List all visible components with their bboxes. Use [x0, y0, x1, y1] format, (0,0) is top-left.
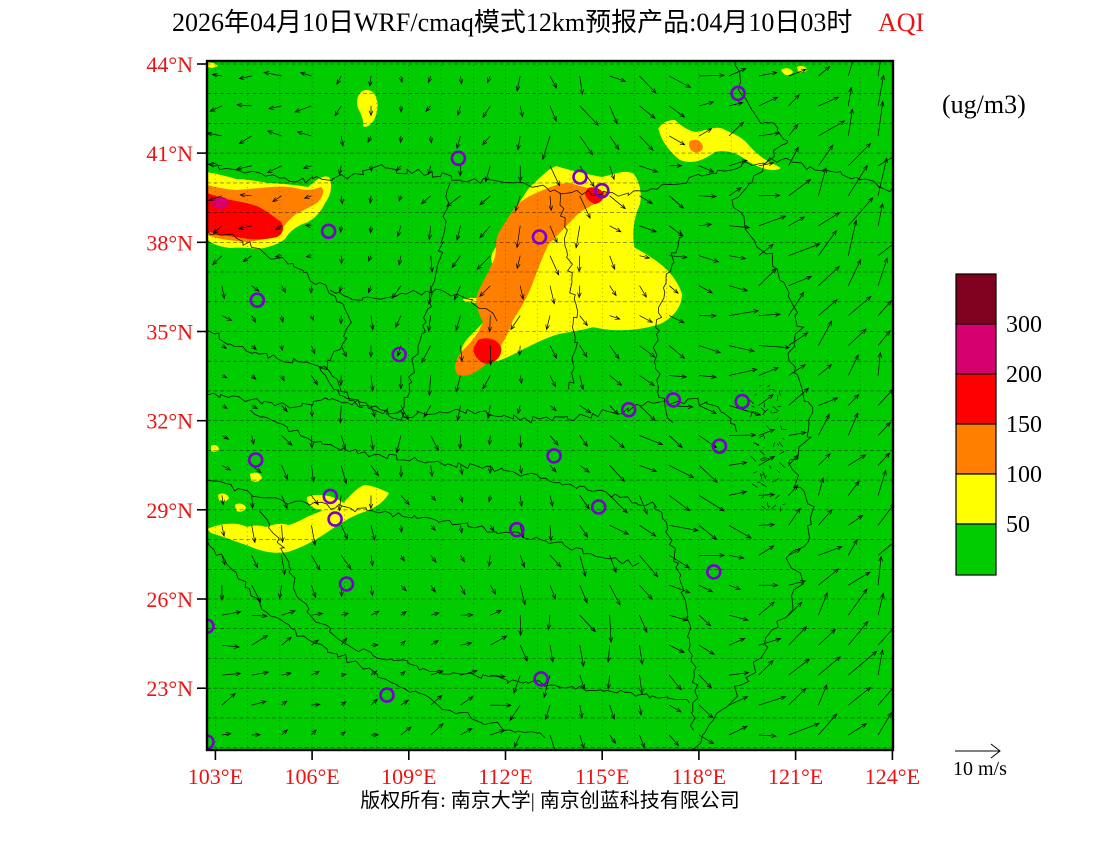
svg-text:103°E: 103°E — [188, 764, 243, 789]
svg-text:44°N: 44°N — [146, 52, 193, 77]
svg-text:121°E: 121°E — [768, 764, 823, 789]
svg-text:2026年04月10日WRF/cmaq模式12km预报产品:: 2026年04月10日WRF/cmaq模式12km预报产品:04月10日03时 — [172, 8, 852, 37]
svg-text:106°E: 106°E — [284, 764, 339, 789]
svg-text:AQI: AQI — [878, 8, 924, 37]
svg-text:112°E: 112°E — [478, 764, 532, 789]
svg-text:124°E: 124°E — [865, 764, 920, 789]
svg-text:50: 50 — [1006, 512, 1030, 538]
svg-text:118°E: 118°E — [672, 764, 726, 789]
svg-text:300: 300 — [1006, 312, 1042, 338]
svg-text:26°N: 26°N — [146, 587, 193, 612]
svg-text:150: 150 — [1006, 412, 1042, 438]
svg-text:(ug/m3): (ug/m3) — [942, 90, 1026, 119]
svg-text:41°N: 41°N — [146, 141, 193, 166]
svg-text:35°N: 35°N — [146, 320, 193, 345]
svg-text:115°E: 115°E — [575, 764, 629, 789]
svg-text:29°N: 29°N — [146, 498, 193, 523]
svg-text:109°E: 109°E — [381, 764, 436, 789]
svg-text:23°N: 23°N — [146, 676, 193, 701]
svg-text:32°N: 32°N — [146, 409, 193, 434]
svg-text:版权所有: 南京大学| 南京创蓝科技有限公司: 版权所有: 南京大学| 南京创蓝科技有限公司 — [360, 789, 740, 812]
svg-text:200: 200 — [1006, 362, 1042, 388]
svg-text:38°N: 38°N — [146, 230, 193, 255]
svg-text:10 m/s: 10 m/s — [953, 758, 1007, 780]
svg-text:100: 100 — [1006, 462, 1042, 488]
